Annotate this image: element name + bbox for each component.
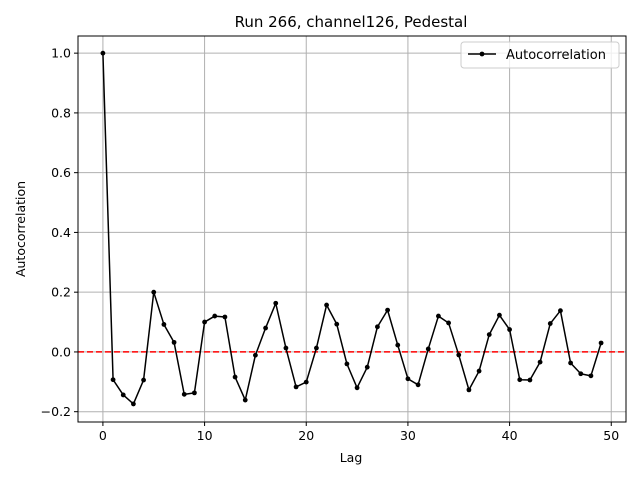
data-point — [364, 364, 370, 370]
x-tick-label: 10 — [197, 428, 213, 443]
data-point — [517, 377, 523, 383]
data-point — [100, 50, 106, 56]
x-tick-label: 0 — [99, 428, 107, 443]
data-point — [527, 377, 533, 383]
x-tick-label: 40 — [502, 428, 518, 443]
data-point — [507, 327, 512, 332]
data-point — [171, 339, 177, 345]
data-point — [395, 342, 401, 348]
data-point — [334, 321, 340, 327]
data-point — [141, 377, 146, 383]
data-point — [253, 352, 258, 358]
grid-lines — [78, 36, 626, 422]
data-point — [547, 321, 553, 326]
data-point — [568, 360, 573, 366]
legend-marker-swatch — [479, 51, 485, 57]
y-tick-label: 0.0 — [51, 344, 71, 359]
y-tick-label: 0.6 — [51, 165, 71, 180]
y-tick-label: 0.2 — [51, 285, 71, 300]
data-point — [181, 391, 187, 397]
data-point — [354, 385, 360, 391]
data-point — [456, 352, 462, 358]
data-point — [273, 300, 279, 306]
data-point — [476, 368, 482, 374]
data-point — [222, 314, 228, 320]
data-point — [120, 392, 126, 398]
data-point — [232, 374, 238, 380]
data-point — [110, 377, 116, 383]
data-point — [283, 345, 289, 351]
y-axis-ticks: −0.2 0.0 0.2 0.4 0.6 0.8 1.0 — [41, 46, 78, 419]
legend-label: Autocorrelation — [506, 48, 606, 63]
data-point — [598, 340, 604, 346]
y-tick-label: −0.2 — [41, 404, 71, 419]
data-point — [558, 308, 563, 314]
x-tick-label: 20 — [298, 428, 314, 443]
x-tick-label: 30 — [400, 428, 416, 443]
legend: Autocorrelation — [460, 41, 620, 69]
data-point — [375, 324, 380, 330]
y-tick-label: 0.8 — [51, 105, 71, 120]
data-point — [466, 387, 472, 393]
y-tick-label: 1.0 — [51, 46, 71, 61]
data-point — [131, 401, 136, 407]
data-point — [446, 320, 451, 326]
data-point — [161, 322, 167, 327]
data-point — [344, 361, 350, 367]
data-point — [385, 307, 390, 313]
data-point — [405, 376, 411, 382]
x-tick-label: 50 — [603, 428, 619, 443]
data-point — [486, 332, 492, 338]
data-point — [212, 313, 218, 319]
data-point — [497, 312, 502, 318]
data-point — [578, 371, 584, 377]
data-point — [242, 397, 248, 403]
data-point — [303, 379, 309, 385]
data-point — [202, 319, 207, 325]
series-autocorrelation — [100, 50, 604, 407]
data-point — [192, 390, 197, 396]
x-axis-label: Lag — [340, 450, 363, 465]
plot-area-frame — [77, 35, 627, 423]
data-point — [263, 325, 268, 331]
data-point — [415, 382, 421, 388]
y-axis-label: Autocorrelation — [13, 181, 28, 277]
data-point — [314, 345, 319, 351]
data-point — [537, 359, 543, 365]
data-point — [588, 373, 594, 379]
data-point — [425, 346, 431, 352]
chart-title: Run 266, channel126, Pedestal — [235, 13, 468, 31]
data-point — [293, 384, 299, 390]
data-point — [324, 302, 329, 308]
x-axis-ticks: 0 10 20 30 40 50 — [99, 422, 619, 443]
data-point — [436, 313, 441, 319]
y-tick-label: 0.4 — [51, 225, 71, 240]
data-point — [151, 289, 157, 295]
legend-box — [460, 41, 620, 69]
